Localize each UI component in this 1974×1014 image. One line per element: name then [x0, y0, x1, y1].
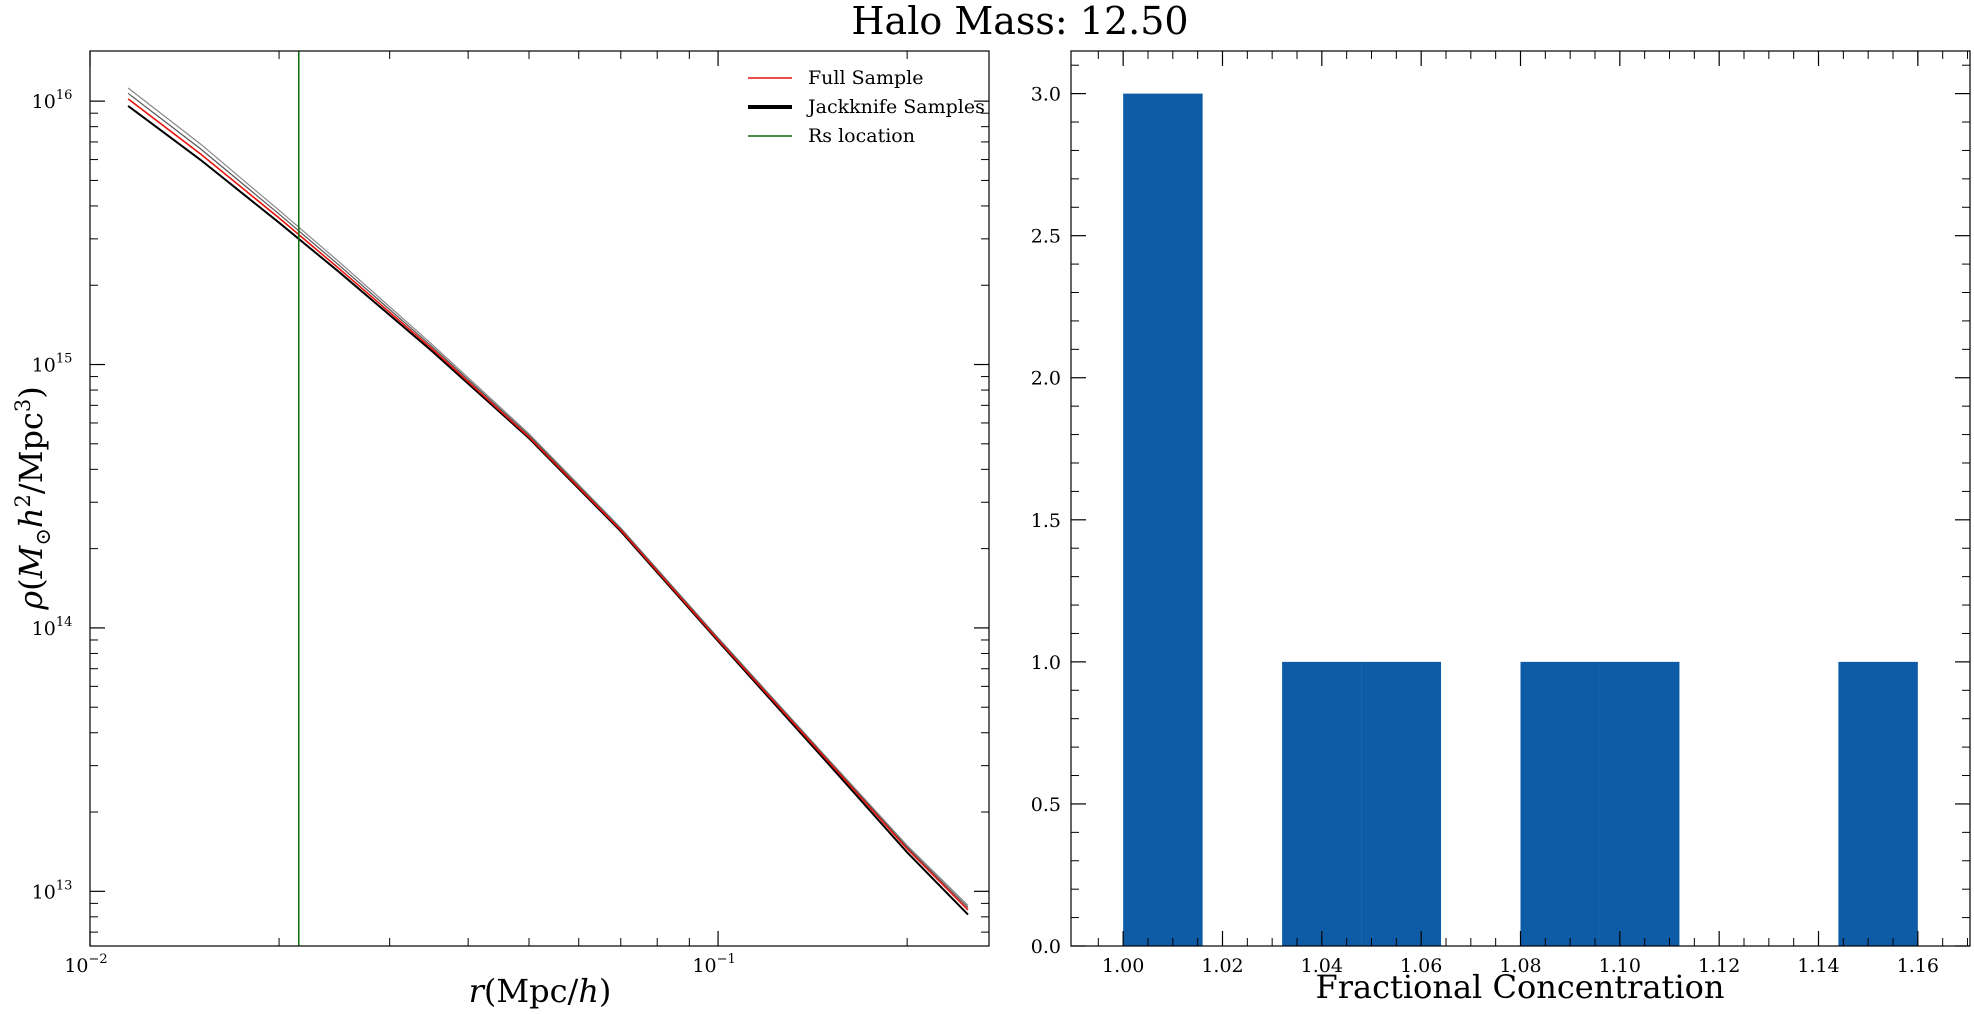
histogram-y-ticks: 0.0 0.5 1.0 1.5 2.0 2.5 3.0: [1031, 64, 1970, 958]
figure-title: Halo Mass: 12.50: [851, 0, 1188, 43]
density-y-ticks: 1013 1014 1015 1016: [32, 88, 989, 933]
y-tick-label: 1.5: [1031, 510, 1061, 532]
y-tick-label: 0.5: [1031, 794, 1061, 816]
x-tick-label: 1.02: [1201, 955, 1243, 977]
density-plot-area: [127, 51, 969, 946]
y-tick-label: 1014: [32, 615, 73, 640]
density-x-ticks: 10−2 10−1: [64, 51, 908, 977]
legend-label: Jackknife Samples: [806, 96, 985, 118]
histogram-bar: [1361, 661, 1442, 946]
y-tick-label: 2.0: [1031, 368, 1061, 390]
x-tick-label: 1.12: [1698, 955, 1740, 977]
histogram-bar: [1520, 661, 1600, 946]
x-tick-label: 10−1: [692, 952, 735, 977]
density-profile-chart: 10−2 10−1 1013 1014 1015 1016 r(Mpc/h) ρ(M⊙h…: [11, 50, 990, 1010]
jackknife-line-lower: [127, 105, 969, 916]
histogram-bar: [1838, 661, 1918, 946]
y-tick-label: 1015: [32, 352, 73, 377]
legend-label: Full Sample: [808, 67, 923, 89]
y-tick-label: 0.0: [1031, 936, 1061, 958]
jackknife-line: [127, 92, 969, 909]
histogram-bar: [1282, 661, 1362, 946]
x-tick-label: 1.04: [1301, 955, 1343, 977]
density-x-axis-label: r(Mpc/h): [469, 972, 612, 1010]
legend-label: Rs location: [808, 125, 915, 147]
x-tick-label: 1.10: [1599, 955, 1641, 977]
density-y-axis-label: ρ(M⊙h2/Mpc3): [11, 386, 55, 610]
histogram-x-axis-label: Fractional Concentration: [1316, 968, 1725, 1006]
y-tick-label: 1016: [32, 88, 73, 113]
x-tick-label: 1.16: [1897, 955, 1939, 977]
legend: Full Sample Jackknife Samples Rs location: [748, 67, 985, 147]
histogram-bar: [1599, 661, 1680, 946]
jackknife-line-upper: [127, 87, 969, 906]
y-tick-label: 1013: [32, 878, 73, 903]
density-axes-frame: [89, 50, 990, 947]
y-tick-label: 2.5: [1031, 226, 1061, 248]
x-tick-label: 10−2: [64, 952, 107, 977]
histogram-x-ticks: 1.00 1.02 1.04 1.06 1.08 1.10 1.12 1.14 1.16: [1097, 51, 1969, 977]
histogram-plot-area: [1123, 93, 1918, 947]
x-tick-label: 1.00: [1102, 955, 1144, 977]
x-tick-label: 1.08: [1499, 955, 1541, 977]
y-tick-label: 1.0: [1031, 652, 1061, 674]
x-tick-label: 1.06: [1400, 955, 1442, 977]
x-tick-label: 1.14: [1797, 955, 1839, 977]
histogram-bar: [1123, 93, 1203, 947]
full-sample-line: [127, 98, 969, 911]
concentration-histogram: 1.00 1.02 1.04 1.06 1.08 1.10 1.12 1.14 1.16 0.0…: [1031, 50, 1971, 1006]
histogram-axes-frame: [1070, 50, 1971, 947]
y-tick-label: 3.0: [1031, 84, 1061, 106]
